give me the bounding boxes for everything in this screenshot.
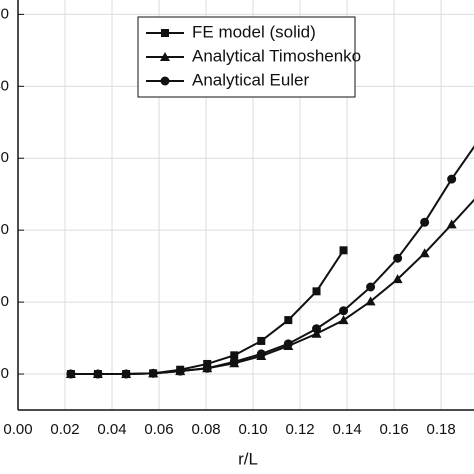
data-point <box>121 369 131 379</box>
y-tick-label: 0 <box>1 365 9 382</box>
x-tick-label: 0.16 <box>379 421 408 438</box>
data-point <box>420 217 430 227</box>
data-point <box>419 248 430 258</box>
data-point <box>284 316 293 325</box>
data-point <box>311 328 322 338</box>
data-point <box>148 368 158 378</box>
data-point <box>447 174 457 184</box>
data-point <box>66 369 76 379</box>
x-axis-label: r/L <box>238 449 258 468</box>
data-point <box>392 274 403 284</box>
legend-marker <box>160 52 170 61</box>
legend-label: Analytical Timoshenko <box>192 46 361 65</box>
y-tick-label: 10 <box>0 293 9 310</box>
x-tick-label: 0.08 <box>191 421 220 438</box>
data-point <box>283 339 293 349</box>
data-point <box>175 366 185 376</box>
data-point <box>365 296 376 306</box>
x-tick-label: 0.10 <box>238 421 267 438</box>
plot-area <box>65 145 474 379</box>
legend: FE model (solid) Analytical Timoshenko Ana… <box>137 16 361 98</box>
series-line <box>70 198 474 376</box>
legend-label: FE model (solid) <box>192 22 316 41</box>
y-tick-label: 20 <box>0 221 9 238</box>
x-tick-label: 0.02 <box>50 421 79 438</box>
data-point <box>446 219 457 229</box>
data-point <box>257 336 266 345</box>
series-line <box>70 145 474 376</box>
x-tick-label: 0.00 <box>3 421 32 438</box>
y-tick-label: 30 <box>0 149 9 166</box>
data-point <box>202 363 212 373</box>
legend-marker <box>161 29 169 37</box>
data-point <box>229 357 239 367</box>
y-tick-label: 40 <box>0 77 9 94</box>
data-point <box>312 287 321 296</box>
data-point <box>93 369 103 379</box>
data-point <box>393 253 403 263</box>
legend-marker <box>160 76 170 86</box>
data-point <box>339 306 349 316</box>
x-tick-label: 0.18 <box>426 421 455 438</box>
data-point <box>312 324 322 334</box>
x-tick-label: 0.14 <box>332 421 361 438</box>
legend-label: Analytical Euler <box>192 70 310 89</box>
y-tick-label: 50 <box>0 5 9 22</box>
data-point <box>338 315 349 325</box>
data-point <box>256 349 266 359</box>
x-tick-label: 0.04 <box>97 421 126 438</box>
data-point <box>366 282 376 292</box>
data-point <box>339 246 348 255</box>
data-point <box>230 351 239 360</box>
x-tick-label: 0.06 <box>144 421 173 438</box>
x-tick-label: 0.12 <box>285 421 314 438</box>
